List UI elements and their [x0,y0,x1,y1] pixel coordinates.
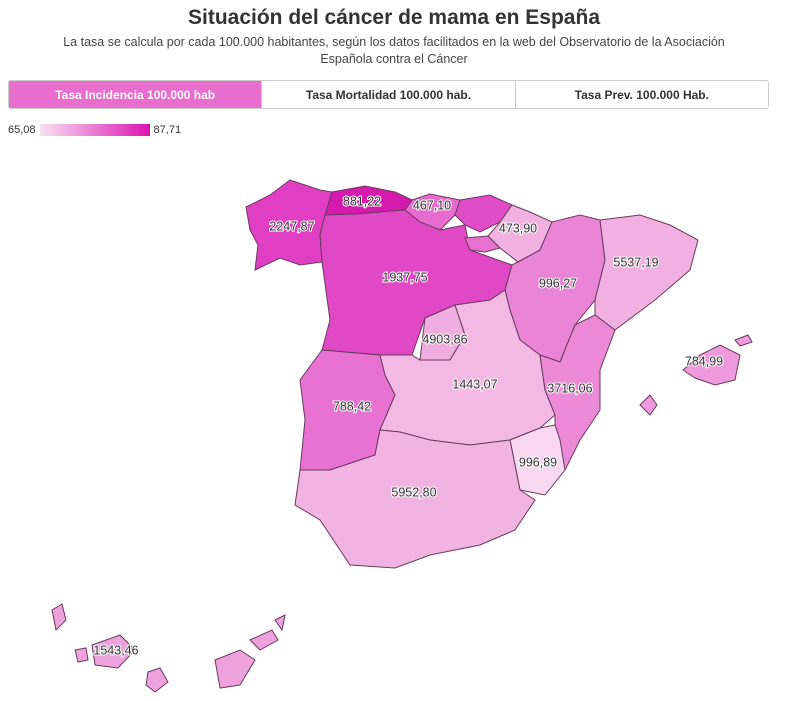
legend-max: 87,71 [153,124,182,136]
region-label: 996,27 [539,276,577,290]
region[interactable] [454,194,513,233]
legend-min: 65,08 [8,124,36,136]
region-label: 2247,87 [269,219,314,233]
region-label: 996,89 [519,455,557,469]
region[interactable] [294,429,536,569]
region-label: 788,42 [333,399,371,413]
region-label: 473,90 [499,221,537,235]
legend-gradient [39,124,150,136]
subtitle: La tasa se calcula por cada 100.000 habi… [63,35,725,66]
region-label: 881,22 [343,194,381,208]
region-label: 4903,86 [422,332,467,346]
tab[interactable]: Tasa Incidencia 100.000 hab [9,81,262,108]
tabs: Tasa Incidencia 100.000 hab Tasa Mortali… [8,80,769,109]
region-label: 1937,75 [382,270,427,284]
region-label: 467,10 [413,198,451,212]
legend: 65,08 87,71 [8,124,181,136]
region-label: 5537,19 [613,255,658,269]
region-label: 1543,46 [93,643,138,657]
tab[interactable]: Tasa Mortalidad 100.000 hab. [261,81,514,108]
region-label: 3716,06 [547,381,592,395]
region[interactable] [594,214,699,331]
region[interactable] [639,334,753,416]
region-label: 1443,07 [452,377,497,391]
title: Situación del cáncer de mama en España [188,6,600,29]
region[interactable] [51,603,286,693]
region[interactable] [464,235,501,253]
page: Situación del cáncer de mama en España L… [0,6,788,701]
region-label: 5952,80 [391,485,436,499]
tab[interactable]: Tasa Prev. 100.000 Hab. [514,81,768,108]
region-label: 784,99 [685,354,723,368]
